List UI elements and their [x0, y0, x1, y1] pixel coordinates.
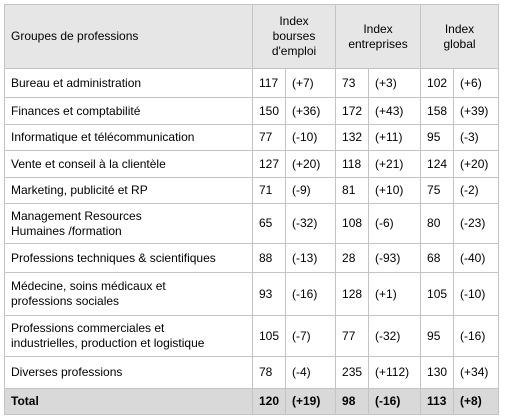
value-cell: 105 — [420, 272, 455, 316]
profession-cell: Vente et conseil à la clientèle — [4, 150, 253, 178]
value-cell: (-4) — [284, 356, 337, 389]
value-cell: 108 — [335, 203, 370, 244]
table-body: Groupes de professions Index bourses d'em… — [4, 4, 500, 415]
value-cell: (+43) — [368, 97, 422, 125]
value-cell: 77 — [335, 315, 370, 357]
value-cell: 124 — [420, 150, 455, 178]
value-cell: 118 — [335, 150, 370, 178]
value-cell: 130 — [420, 356, 455, 389]
table-row: Bureau et administration 117 (+7) 73 (+3) 102… — [4, 68, 500, 98]
value-cell: (+6) — [453, 68, 500, 98]
value-cell: 235 — [335, 356, 370, 389]
value-cell: 93 — [252, 272, 286, 316]
total-value: (+19) — [284, 388, 337, 415]
header-row: Groupes de professions Index bourses d'em… — [4, 4, 500, 69]
value-cell: 95 — [420, 315, 455, 357]
value-cell: (-6) — [368, 203, 422, 244]
value-cell: (-9) — [284, 177, 337, 204]
value-cell: 80 — [420, 203, 455, 244]
value-cell: (-32) — [284, 203, 337, 244]
value-cell: 172 — [335, 97, 370, 125]
table-row: Vente et conseil à la clientèle 127 (+20) 1… — [4, 150, 500, 178]
value-cell: (+7) — [284, 68, 337, 98]
profession-cell: Professions techniques & scientifiques — [4, 243, 253, 273]
profession-cell: Médecine, soins médicaux et professions … — [4, 272, 253, 316]
value-cell: (+112) — [368, 356, 422, 389]
value-cell: (+20) — [453, 150, 500, 178]
value-cell: (-32) — [368, 315, 422, 357]
value-cell: (+1) — [368, 272, 422, 316]
value-cell: 75 — [420, 177, 455, 204]
value-cell: (-93) — [368, 243, 422, 273]
profession-cell: Bureau et administration — [4, 68, 253, 98]
profession-cell: Diverses professions — [4, 356, 253, 389]
value-cell: 78 — [252, 356, 286, 389]
value-cell: 81 — [335, 177, 370, 204]
data-table: Groupes de professions Index bourses d'em… — [4, 4, 500, 415]
value-cell: 95 — [420, 124, 455, 151]
header-cell: Groupes de professions — [4, 4, 253, 69]
total-label: Total — [4, 388, 253, 415]
profession-cell: Management Resources Humaines /formation — [4, 203, 253, 244]
value-cell: (+20) — [284, 150, 337, 178]
value-cell: (-16) — [453, 315, 500, 357]
value-cell: (+10) — [368, 177, 422, 204]
value-cell: (+39) — [453, 97, 500, 125]
total-value: 98 — [335, 388, 370, 415]
table-row: Diverses professions 78 (-4) 235 (+112) 130 (+… — [4, 356, 500, 389]
value-cell: 158 — [420, 97, 455, 125]
value-cell: (-13) — [284, 243, 337, 273]
value-cell: (+3) — [368, 68, 422, 98]
value-cell: 127 — [252, 150, 286, 178]
total-value: (+8) — [453, 388, 500, 415]
value-cell: 150 — [252, 97, 286, 125]
profession-cell: Marketing, publicité et RP — [4, 177, 253, 204]
header-cell: Index global — [420, 4, 500, 69]
value-cell: (-16) — [284, 272, 337, 316]
value-cell: (+11) — [368, 124, 422, 151]
value-cell: 65 — [252, 203, 286, 244]
table-row: Informatique et télécommunication 77 (-10)… — [4, 124, 500, 151]
value-cell: (-23) — [453, 203, 500, 244]
value-cell: (-40) — [453, 243, 500, 273]
header-cell: Index entreprises — [335, 4, 422, 69]
table-row: Professions techniques & scientifiques 88… — [4, 243, 500, 273]
table-row: Management Resources Humaines /formation… — [4, 203, 500, 244]
total-row: Total 120 (+19) 98 (-16) 113 (+8) — [4, 388, 500, 415]
header-cell: Index bourses d'emploi — [251, 4, 337, 69]
value-cell: 128 — [335, 272, 370, 316]
profession-cell: Finances et comptabilité — [4, 97, 253, 125]
profession-cell: Professions commerciales et industrielle… — [4, 315, 253, 357]
value-cell: 71 — [252, 177, 286, 204]
total-value: (-16) — [368, 388, 422, 415]
value-cell: 102 — [420, 68, 455, 98]
table-row: Finances et comptabilité 150 (+36) 172 (+43)… — [4, 97, 500, 125]
table-row: Marketing, publicité et RP 71 (-9) 81 (+10) 7… — [4, 177, 500, 204]
value-cell: 73 — [335, 68, 370, 98]
total-value: 113 — [420, 388, 455, 415]
value-cell: (-7) — [284, 315, 337, 357]
table-row: Médecine, soins médicaux et professions … — [4, 272, 500, 316]
value-cell: 117 — [252, 68, 286, 98]
value-cell: (-10) — [284, 124, 337, 151]
value-cell: (+36) — [284, 97, 337, 125]
value-cell: (-2) — [453, 177, 500, 204]
value-cell: 77 — [252, 124, 286, 151]
value-cell: (+34) — [453, 356, 500, 389]
value-cell: (-3) — [453, 124, 500, 151]
value-cell: 28 — [335, 243, 370, 273]
value-cell: (+21) — [368, 150, 422, 178]
profession-cell: Informatique et télécommunication — [4, 124, 253, 151]
value-cell: 132 — [335, 124, 370, 151]
total-value: 120 — [252, 388, 286, 415]
value-cell: 88 — [252, 243, 286, 273]
value-cell: 68 — [420, 243, 455, 273]
value-cell: 105 — [252, 315, 286, 357]
table-row: Professions commerciales et industrielle… — [4, 315, 500, 357]
value-cell: (-10) — [453, 272, 500, 316]
